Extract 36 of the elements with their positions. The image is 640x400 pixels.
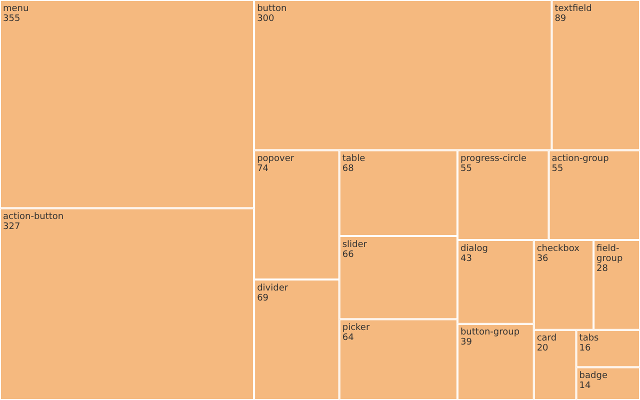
data-label: 55 <box>460 164 472 174</box>
data-label: 36 <box>536 254 549 264</box>
data-label: 28 <box>596 264 608 274</box>
category-label: picker <box>342 323 370 334</box>
category-label: action-button <box>3 212 64 222</box>
category-label: card <box>536 334 557 344</box>
category-label: progress-circle <box>460 154 527 164</box>
data-label: 89 <box>554 14 566 24</box>
data-label: 69 <box>257 293 269 304</box>
category-label: popover <box>257 154 294 164</box>
data-label: 327 <box>3 222 20 232</box>
data-label: 20 <box>536 344 549 354</box>
category-label: field-group <box>596 244 623 264</box>
data-label: 355 <box>3 14 20 24</box>
category-label: checkbox <box>536 244 580 254</box>
data-label: 14 <box>579 381 592 392</box>
data-label: 68 <box>342 164 354 174</box>
category-label: textfield <box>554 4 592 14</box>
data-label: 300 <box>257 14 275 24</box>
data-label: 74 <box>257 164 269 174</box>
category-label: table <box>342 154 366 164</box>
category-label: badge <box>579 371 608 382</box>
category-label: tabs <box>579 334 600 344</box>
category-label: slider <box>342 240 368 250</box>
data-label: 55 <box>552 164 564 174</box>
category-label: button-group <box>460 328 520 338</box>
data-label: 16 <box>579 344 592 354</box>
data-label: 39 <box>460 338 472 348</box>
data-label: 66 <box>342 250 354 260</box>
category-label: dialog <box>460 244 488 254</box>
data-label: 43 <box>460 254 472 264</box>
category-label: menu <box>3 4 29 14</box>
category-label: divider <box>257 283 288 294</box>
data-label: 64 <box>342 333 354 344</box>
category-label: button <box>257 4 287 14</box>
category-label: action-group <box>552 154 610 164</box>
